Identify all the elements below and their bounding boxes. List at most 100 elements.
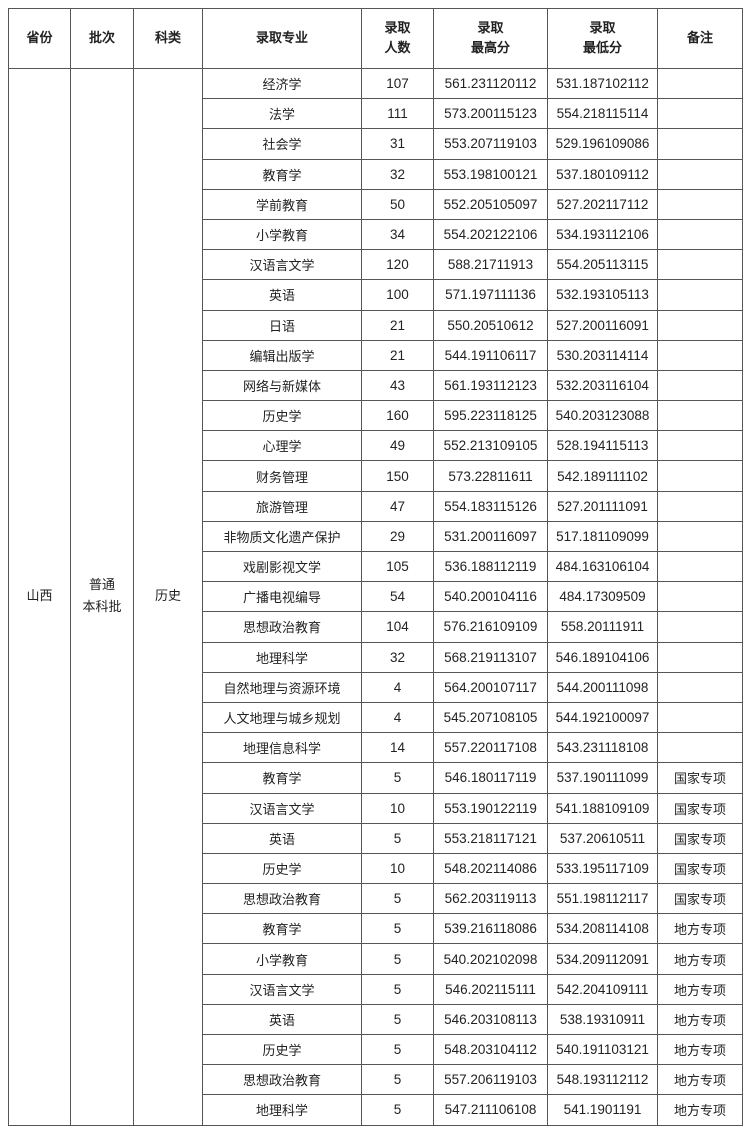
cell-count: 5 xyxy=(361,1033,434,1066)
cell-count: 5 xyxy=(361,762,434,794)
cell-count: 43 xyxy=(361,369,434,402)
cell-max-score: 548.203104112 xyxy=(433,1033,548,1066)
cell-major: 日语 xyxy=(202,309,362,341)
cell-count: 14 xyxy=(361,732,434,764)
cell-max-score: 571.197111136 xyxy=(433,279,548,311)
cell-min-score: 537.180109112 xyxy=(547,158,658,190)
cell-max-score: 531.200116097 xyxy=(433,520,548,553)
cell-min-score: 544.200111098 xyxy=(547,671,658,703)
cell-count: 5 xyxy=(361,943,434,975)
cell-min-score: 532.193105113 xyxy=(547,279,658,311)
cell-min-score: 534.208114108 xyxy=(547,913,658,945)
cell-min-score: 534.193112106 xyxy=(547,218,658,251)
table-row: 汉语言文学 10 553.190122119 541.188109109 国家专项 xyxy=(9,792,743,824)
cell-max-score: 553.207119103 xyxy=(433,128,548,160)
cell-major: 地理信息科学 xyxy=(202,732,362,764)
cell-max-score: 547.211106108 xyxy=(433,1094,548,1126)
cell-max-score: 550.20510612 xyxy=(433,309,548,341)
cell-major: 英语 xyxy=(202,279,362,311)
cell-max-score: 553.198100121 xyxy=(433,158,548,190)
cell-major: 小学教育 xyxy=(202,218,362,251)
cell-note xyxy=(657,641,743,673)
cell-major: 戏剧影视文学 xyxy=(202,550,362,583)
cell-max-score: 561.193112123 xyxy=(433,369,548,402)
cell-count: 50 xyxy=(361,188,434,220)
table-row: 小学教育 5 540.202102098 534.209112091 地方专项 xyxy=(9,943,743,975)
cell-count: 5 xyxy=(361,883,434,915)
cell-note xyxy=(657,67,743,100)
cell-major: 英语 xyxy=(202,822,362,854)
cell-note xyxy=(657,279,743,311)
table-row: 自然地理与资源环境 4 564.200107117 544.200111098 xyxy=(9,671,743,703)
table-row: 学前教育 50 552.205105097 527.202117112 xyxy=(9,188,743,220)
cell-max-score: 568.219113107 xyxy=(433,641,548,673)
cell-count: 5 xyxy=(361,973,434,1005)
table-row: 编辑出版学 21 544.191106117 530.203114114 xyxy=(9,339,743,371)
cell-max-score: 546.203108113 xyxy=(433,1003,548,1036)
header-row: 省份 批次 科类 录取专业 录取 人数 录取 最高分 录取 最低分 备注 xyxy=(8,8,743,69)
cell-count: 31 xyxy=(361,128,434,160)
cell-major: 历史学 xyxy=(202,400,362,432)
table-row: 教育学 5 539.216118086 534.208114108 地方专项 xyxy=(9,913,743,945)
cell-note xyxy=(657,369,743,402)
table-row: 人文地理与城乡规划 4 545.207108105 544.192100097 xyxy=(9,701,743,734)
cell-max-score: 595.223118125 xyxy=(433,400,548,432)
cell-major: 思想政治教育 xyxy=(202,611,362,643)
cell-count: 32 xyxy=(361,641,434,673)
table-row: 社会学 31 553.207119103 529.196109086 xyxy=(9,128,743,160)
cell-major: 法学 xyxy=(202,98,362,130)
cell-major: 广播电视编导 xyxy=(202,581,362,613)
cell-count: 107 xyxy=(361,67,434,100)
cell-major: 教育学 xyxy=(202,913,362,945)
cell-min-score: 527.202117112 xyxy=(547,188,658,220)
cell-count: 5 xyxy=(361,822,434,854)
cell-min-score: 542.204109111 xyxy=(547,973,658,1005)
cell-major: 小学教育 xyxy=(202,943,362,975)
table-row: 思想政治教育 5 557.206119103 548.193112112 地方专项 xyxy=(9,1064,743,1096)
cell-note xyxy=(657,158,743,190)
cell-note: 国家专项 xyxy=(657,883,743,915)
cell-max-score: 553.190122119 xyxy=(433,792,548,824)
cell-min-score: 530.203114114 xyxy=(547,339,658,371)
cell-count: 104 xyxy=(361,611,434,643)
cell-max-score: 544.191106117 xyxy=(433,339,548,371)
cell-count: 4 xyxy=(361,701,434,734)
cell-major: 财务管理 xyxy=(202,460,362,492)
cell-count: 54 xyxy=(361,581,434,613)
cell-count: 21 xyxy=(361,309,434,341)
table-row: 非物质文化遗产保护 29 531.200116097 517.181109099 xyxy=(9,520,743,553)
cell-note xyxy=(657,732,743,764)
cell-max-score: 561.231120112 xyxy=(433,67,548,100)
header-batch: 批次 xyxy=(70,8,134,69)
cell-note xyxy=(657,188,743,220)
cell-min-score: 532.203116104 xyxy=(547,369,658,402)
cell-major: 学前教育 xyxy=(202,188,362,220)
cell-min-score: 548.193112112 xyxy=(547,1064,658,1096)
cell-count: 160 xyxy=(361,400,434,432)
cell-note xyxy=(657,520,743,553)
cell-min-score: 527.201111091 xyxy=(547,490,658,522)
table-row: 戏剧影视文学 105 536.188112119 484.163106104 xyxy=(9,550,743,583)
cell-min-score: 554.205113115 xyxy=(547,249,658,281)
cell-note: 地方专项 xyxy=(657,1003,743,1036)
table-row: 教育学 32 553.198100121 537.180109112 xyxy=(9,158,743,190)
cell-max-score: 576.216109109 xyxy=(433,611,548,643)
cell-count: 49 xyxy=(361,430,434,462)
cell-major: 编辑出版学 xyxy=(202,339,362,371)
table-row: 地理信息科学 14 557.220117108 543.231118108 xyxy=(9,732,743,764)
cell-major: 历史学 xyxy=(202,852,362,885)
cell-max-score: 588.21711913 xyxy=(433,249,548,281)
cell-min-score: 484.17309509 xyxy=(547,581,658,613)
cell-note xyxy=(657,490,743,522)
cell-note xyxy=(657,581,743,613)
cell-max-score: 539.216118086 xyxy=(433,913,548,945)
cell-count: 34 xyxy=(361,218,434,251)
header-note: 备注 xyxy=(657,8,743,69)
header-major: 录取专业 xyxy=(202,8,362,69)
cell-major: 人文地理与城乡规划 xyxy=(202,701,362,734)
cell-min-score: 534.209112091 xyxy=(547,943,658,975)
table-body: 山西 普通 本科批 历史 经济学 107 561.231120112 531.1871021… xyxy=(8,67,743,1126)
cell-note: 地方专项 xyxy=(657,1033,743,1066)
cell-max-score: 573.22811611 xyxy=(433,460,548,492)
cell-count: 29 xyxy=(361,520,434,553)
